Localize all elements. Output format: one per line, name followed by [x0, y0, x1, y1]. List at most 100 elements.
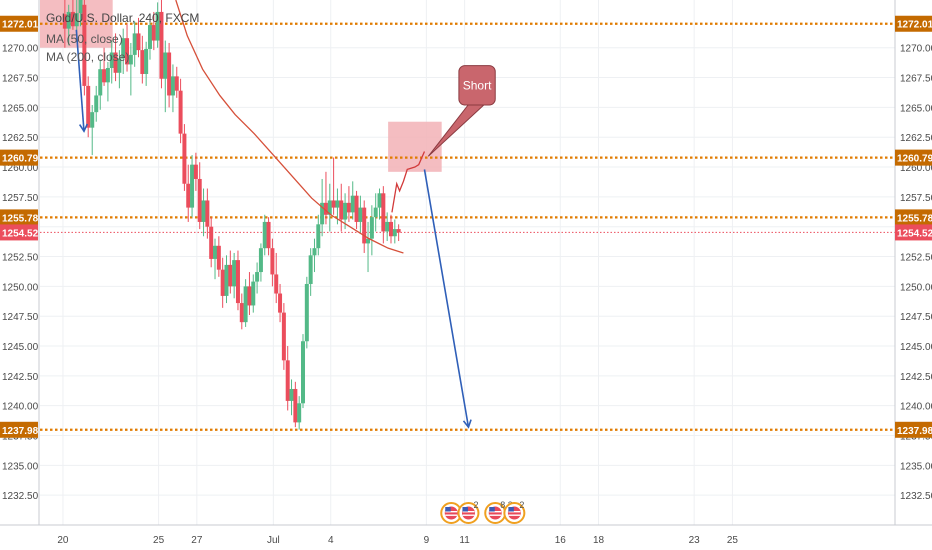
candle-down	[339, 200, 344, 220]
flag-stripe	[508, 514, 521, 516]
flag-canton	[508, 507, 514, 512]
flag-stripe	[462, 511, 475, 513]
candle-down	[266, 221, 271, 249]
flag-canton	[489, 507, 495, 512]
highlight-zone	[388, 121, 442, 172]
candle-up	[373, 207, 378, 218]
candle-up	[316, 224, 321, 249]
level-tag-text: 1255.78	[2, 213, 39, 224]
level-tag-text: 1237.98	[897, 426, 932, 437]
y-tick-label-right: 1260.00	[900, 163, 932, 174]
x-tick-label: 23	[689, 535, 701, 546]
y-tick-label-right: 1257.50	[900, 193, 932, 204]
y-tick-label-left: 1240.00	[2, 402, 39, 413]
y-tick-label-left: 1260.00	[2, 163, 39, 174]
flag-stripe	[462, 514, 475, 516]
candle-down	[113, 52, 118, 73]
level-tag-left	[0, 421, 38, 438]
candle-down	[331, 200, 336, 208]
x-tick-label: 9	[424, 535, 430, 546]
candle-up	[90, 112, 95, 128]
candle-down	[186, 183, 191, 208]
y-tick-label-right: 1262.50	[900, 133, 932, 144]
candle-down	[346, 202, 351, 213]
candle-up	[385, 221, 390, 232]
candle-up	[243, 286, 248, 323]
event-badges[interactable]: 2 8 3 2	[440, 500, 526, 524]
level-tag-text: 1260.79	[2, 154, 39, 165]
flag-canton	[445, 507, 451, 512]
candle-up	[335, 200, 340, 208]
candle-down	[274, 274, 279, 294]
candle-up	[308, 255, 313, 284]
candle-up	[258, 248, 263, 273]
symbol-legend[interactable]: Gold/U.S. Dollar, 240, FXCM	[46, 11, 200, 25]
candle-up	[251, 281, 256, 306]
candle-down	[178, 90, 183, 134]
trend-arrow[interactable]	[423, 169, 470, 428]
candle-up	[144, 48, 149, 74]
flag-stripe	[445, 514, 458, 516]
y-tick-label-right: 1270.00	[900, 44, 932, 55]
candle-down	[278, 293, 283, 313]
candle-down	[159, 11, 164, 79]
candle-up	[94, 95, 99, 113]
candle-down	[216, 245, 221, 270]
ma200-legend[interactable]: MA (200, close)	[46, 50, 130, 64]
x-tick-label: 4	[328, 535, 334, 546]
projection-line	[391, 151, 426, 213]
y-tick-label-left: 1262.50	[2, 133, 39, 144]
level-tag-text: 1237.98	[2, 426, 39, 437]
ma-line	[175, 0, 404, 254]
y-tick-label-right: 1235.00	[900, 461, 932, 472]
y-tick-label-left: 1267.50	[2, 74, 39, 85]
x-tick-label: 25	[153, 535, 165, 546]
candle-down	[362, 207, 367, 244]
x-tick-label: 27	[191, 535, 203, 546]
candle-up	[343, 202, 348, 220]
arrow-head	[78, 123, 89, 133]
candle-down	[86, 85, 91, 128]
y-tick-label-left: 1265.00	[2, 103, 39, 114]
candle-up	[109, 52, 114, 69]
candle-down	[193, 164, 198, 179]
level-tag-left	[0, 15, 38, 32]
x-tick-label: 25	[727, 535, 739, 546]
candle-down	[220, 269, 225, 296]
flag-stripe	[445, 511, 458, 513]
trend-arrow[interactable]	[75, 29, 85, 132]
ma50-legend[interactable]: MA (50, close)	[46, 32, 123, 46]
y-tick-label-right: 1247.50	[900, 312, 932, 323]
candle-down	[82, 4, 87, 86]
candle-down	[182, 133, 187, 184]
level-tag-text: 1272.01	[2, 20, 39, 31]
last-price-tag-left	[0, 224, 38, 241]
candle-up	[201, 200, 206, 222]
short-callout[interactable]: Short	[427, 65, 496, 157]
candle-down	[388, 221, 393, 237]
candle-up	[350, 195, 355, 213]
candle-down	[151, 25, 156, 41]
y-tick-label-right: 1232.50	[900, 491, 932, 502]
callout-box[interactable]	[458, 65, 496, 106]
candle-up	[121, 38, 126, 59]
candle-up	[312, 248, 317, 256]
candle-up	[369, 217, 374, 239]
level-tag-left	[0, 149, 38, 166]
trend-arrows[interactable]	[75, 29, 472, 429]
candle-up	[262, 221, 267, 249]
x-tick-label: Jul	[267, 535, 280, 546]
x-tick-label: 16	[555, 535, 567, 546]
candle-up	[132, 33, 137, 55]
y-tick-label-left: 1270.00	[2, 44, 39, 55]
y-tick-label-right: 1252.50	[900, 253, 932, 264]
horizontal-levels[interactable]	[0, 22, 898, 431]
candle-down	[285, 360, 290, 401]
candle-up	[232, 260, 237, 287]
y-tick-label-left: 1252.50	[2, 253, 39, 264]
event-count: 8 3	[500, 500, 513, 510]
candle-up	[147, 25, 152, 49]
candle-down	[323, 202, 328, 215]
